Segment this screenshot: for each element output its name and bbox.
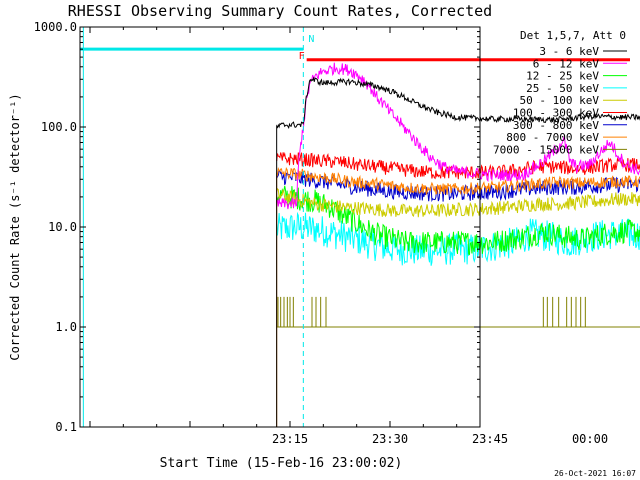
legend-label: 100 - 300 keV	[513, 107, 599, 120]
legend-label: 6 - 12 keV	[533, 57, 600, 70]
annotation-letter-f: F	[299, 51, 305, 62]
x-tick-label: 23:45	[472, 432, 508, 446]
legend-label: 800 - 7000 keV	[506, 131, 599, 144]
y-tick-label: 1000.0	[34, 20, 77, 34]
plot-area: FNS 1000.0100.010.01.00.123:1523:3023:45…	[34, 20, 640, 446]
x-tick-label: 23:30	[372, 432, 408, 446]
y-tick-label: 0.1	[55, 420, 77, 434]
x-tick-label: 23:15	[272, 432, 308, 446]
legend-label: 12 - 25 keV	[526, 70, 599, 83]
legend-label: 25 - 50 keV	[526, 82, 599, 95]
series-6-12-kev	[276, 62, 640, 210]
annotation-letter-n: N	[308, 34, 314, 45]
legend-label: 7000 - 15000 keV	[493, 143, 599, 156]
series-3-6-kev	[276, 76, 640, 427]
y-axis-label: Corrected Count Rate (s⁻¹ detector⁻¹)	[8, 93, 22, 360]
legend-label: 50 - 100 keV	[520, 94, 600, 107]
series-12-25-kev	[276, 185, 640, 256]
legend-label: 300 - 800 keV	[513, 119, 599, 132]
y-tick-label: 10.0	[48, 220, 77, 234]
series-layer	[276, 62, 640, 427]
series-50-100-kev	[276, 187, 640, 218]
timestamp: 26-Oct-2021 16:07	[554, 469, 636, 478]
y-tick-label: 100.0	[41, 120, 77, 134]
x-axis-label: Start Time (15-Feb-16 23:00:02)	[160, 456, 403, 471]
plot-frame	[79, 26, 481, 428]
x-tick-label: 00:00	[572, 432, 608, 446]
y-tick-label: 1.0	[55, 320, 77, 334]
chart-title: RHESSI Observing Summary Count Rates, Co…	[68, 2, 492, 20]
legend-label: 3 - 6 keV	[539, 45, 599, 58]
axis-layer: 1000.0 100.0 10.0 1.0 0.1 23:15 23:30 23:45 00:0…	[34, 20, 608, 446]
series-800-7000-kev	[276, 166, 640, 427]
series-7000-15000-kev-spikes	[277, 296, 586, 327]
legend-title: Det 1,5,7, Att 0	[520, 29, 626, 42]
